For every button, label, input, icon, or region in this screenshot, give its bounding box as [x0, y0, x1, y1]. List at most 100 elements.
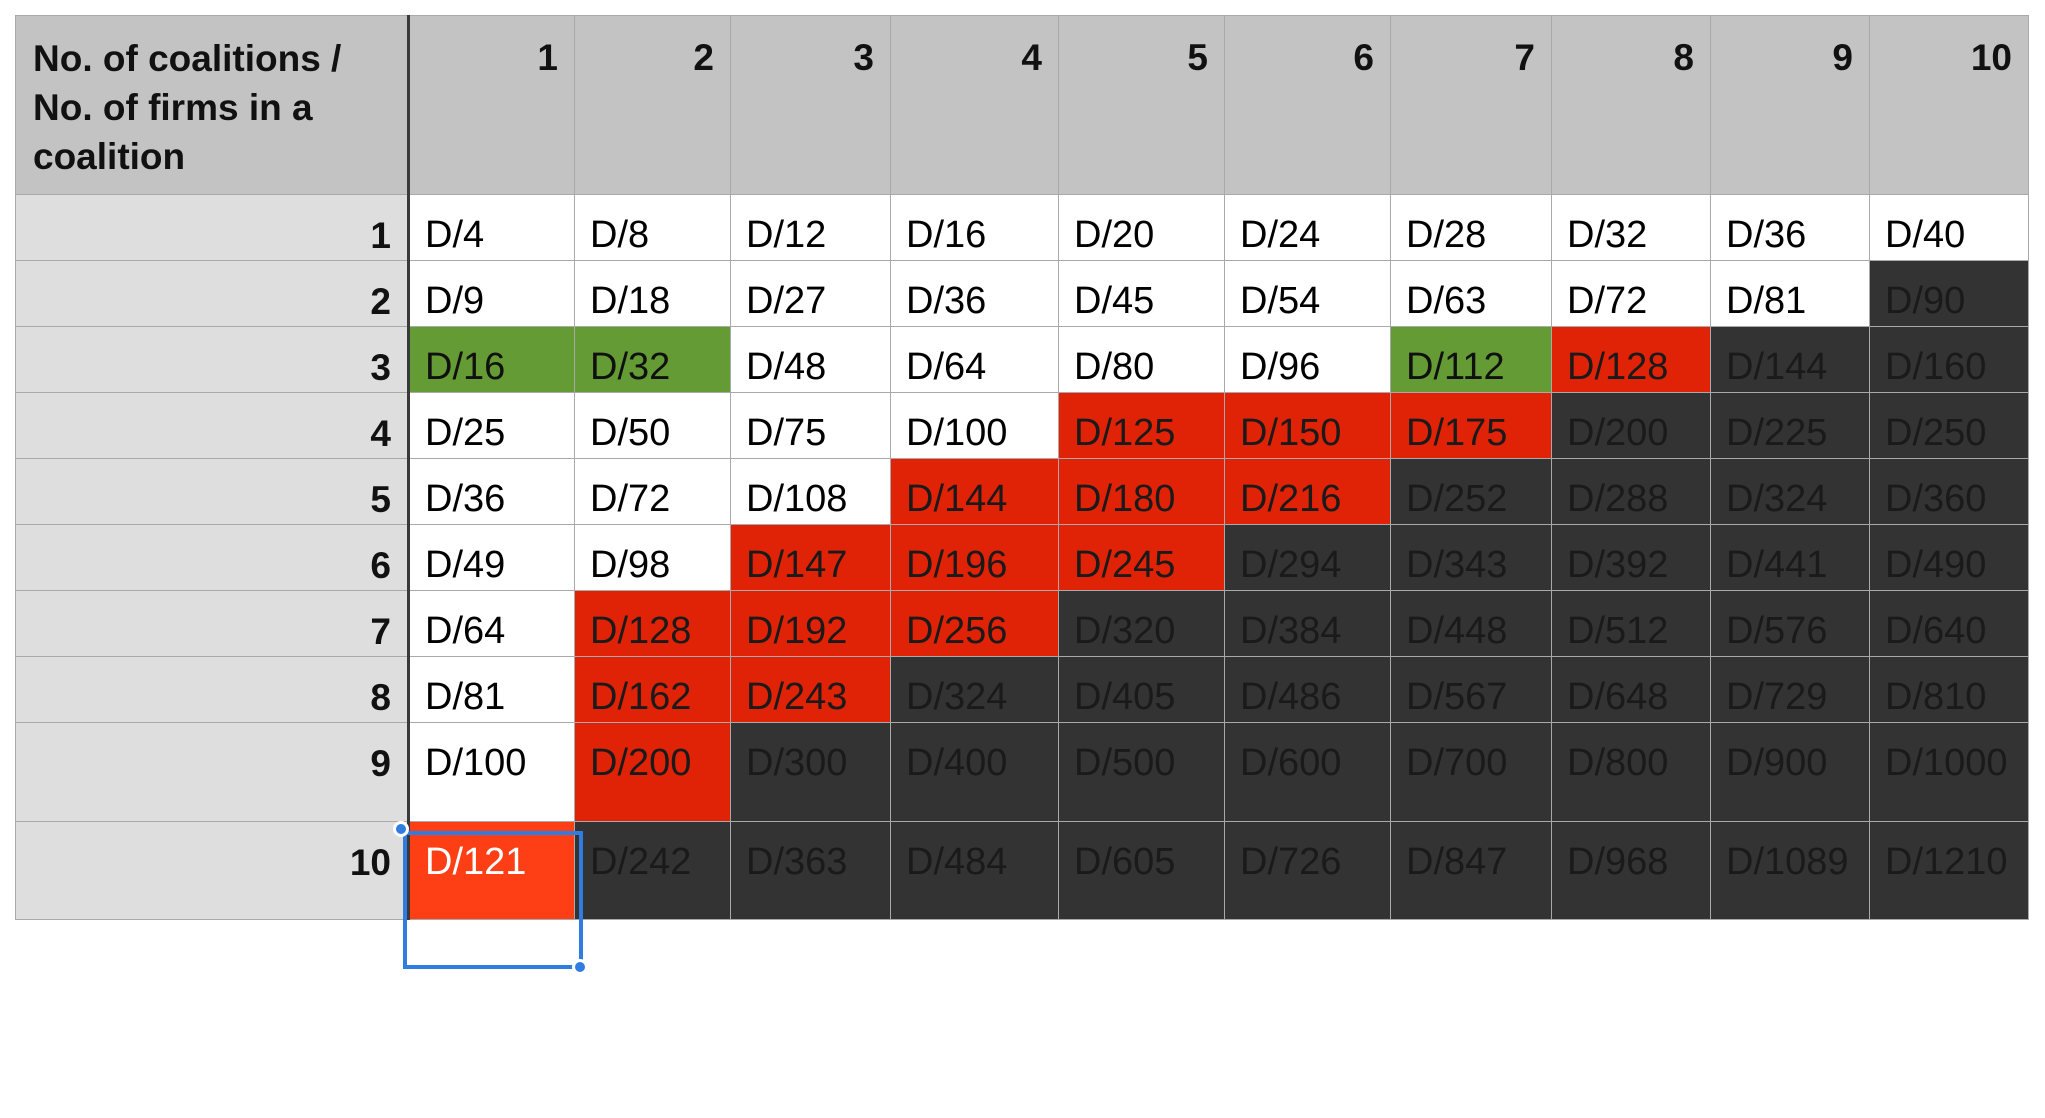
table-cell[interactable]: D/36 [408, 458, 575, 525]
table-cell[interactable]: D/27 [730, 260, 891, 327]
table-cell[interactable]: D/486 [1224, 656, 1391, 723]
table-cell[interactable]: D/250 [1869, 392, 2029, 459]
table-cell[interactable]: D/24 [1224, 194, 1391, 261]
table-cell[interactable]: D/648 [1551, 656, 1711, 723]
table-cell[interactable]: D/500 [1058, 722, 1225, 822]
row-header-1[interactable]: 1 [15, 194, 410, 261]
table-cell[interactable]: D/294 [1224, 524, 1391, 591]
table-cell[interactable]: D/700 [1390, 722, 1552, 822]
table-cell[interactable]: D/112 [1390, 326, 1552, 393]
column-header-5[interactable]: 5 [1058, 15, 1225, 195]
table-cell[interactable]: D/40 [1869, 194, 2029, 261]
table-cell[interactable]: D/810 [1869, 656, 2029, 723]
row-header-2[interactable]: 2 [15, 260, 410, 327]
table-cell[interactable]: D/605 [1058, 821, 1225, 920]
table-cell[interactable]: D/144 [1710, 326, 1870, 393]
row-header-8[interactable]: 8 [15, 656, 410, 723]
row-header-3[interactable]: 3 [15, 326, 410, 393]
table-cell[interactable]: D/320 [1058, 590, 1225, 657]
selection-handle-top-left[interactable] [393, 821, 409, 837]
table-cell[interactable]: D/200 [1551, 392, 1711, 459]
table-cell[interactable]: D/100 [408, 722, 575, 822]
table-cell[interactable]: D/252 [1390, 458, 1552, 525]
table-cell[interactable]: D/128 [574, 590, 731, 657]
table-cell[interactable]: D/8 [574, 194, 731, 261]
table-cell[interactable]: D/900 [1710, 722, 1870, 822]
table-cell[interactable]: D/162 [574, 656, 731, 723]
table-cell[interactable]: D/160 [1869, 326, 2029, 393]
table-cell[interactable]: D/16 [890, 194, 1059, 261]
table-cell[interactable]: D/640 [1869, 590, 2029, 657]
table-cell[interactable]: D/96 [1224, 326, 1391, 393]
table-cell[interactable]: D/200 [574, 722, 731, 822]
column-header-1[interactable]: 1 [408, 15, 575, 195]
table-cell[interactable]: D/448 [1390, 590, 1552, 657]
table-cell[interactable]: D/80 [1058, 326, 1225, 393]
table-cell[interactable]: D/243 [730, 656, 891, 723]
corner-header-cell[interactable]: No. of coalitions / No. of firms in a co… [15, 15, 410, 195]
table-cell[interactable]: D/48 [730, 326, 891, 393]
table-cell[interactable]: D/121 [408, 821, 575, 920]
table-cell[interactable]: D/225 [1710, 392, 1870, 459]
column-header-9[interactable]: 9 [1710, 15, 1870, 195]
table-cell[interactable]: D/729 [1710, 656, 1870, 723]
table-cell[interactable]: D/32 [1551, 194, 1711, 261]
table-cell[interactable]: D/360 [1869, 458, 2029, 525]
table-cell[interactable]: D/4 [408, 194, 575, 261]
table-cell[interactable]: D/175 [1390, 392, 1552, 459]
table-cell[interactable]: D/490 [1869, 524, 2029, 591]
table-cell[interactable]: D/9 [408, 260, 575, 327]
column-header-6[interactable]: 6 [1224, 15, 1391, 195]
table-cell[interactable]: D/726 [1224, 821, 1391, 920]
table-cell[interactable]: D/63 [1390, 260, 1552, 327]
table-cell[interactable]: D/150 [1224, 392, 1391, 459]
table-cell[interactable]: D/72 [574, 458, 731, 525]
table-cell[interactable]: D/576 [1710, 590, 1870, 657]
selection-handle-bottom-right[interactable] [572, 959, 588, 975]
column-header-8[interactable]: 8 [1551, 15, 1711, 195]
table-cell[interactable]: D/54 [1224, 260, 1391, 327]
table-cell[interactable]: D/324 [1710, 458, 1870, 525]
row-header-6[interactable]: 6 [15, 524, 410, 591]
table-cell[interactable]: D/98 [574, 524, 731, 591]
table-cell[interactable]: D/1089 [1710, 821, 1870, 920]
table-cell[interactable]: D/50 [574, 392, 731, 459]
row-header-9[interactable]: 9 [15, 722, 410, 822]
table-cell[interactable]: D/147 [730, 524, 891, 591]
table-cell[interactable]: D/36 [890, 260, 1059, 327]
table-cell[interactable]: D/81 [408, 656, 575, 723]
table-cell[interactable]: D/968 [1551, 821, 1711, 920]
column-header-3[interactable]: 3 [730, 15, 891, 195]
table-cell[interactable]: D/75 [730, 392, 891, 459]
table-cell[interactable]: D/384 [1224, 590, 1391, 657]
table-cell[interactable]: D/600 [1224, 722, 1391, 822]
table-cell[interactable]: D/1000 [1869, 722, 2029, 822]
table-cell[interactable]: D/392 [1551, 524, 1711, 591]
table-cell[interactable]: D/300 [730, 722, 891, 822]
table-cell[interactable]: D/847 [1390, 821, 1552, 920]
column-header-10[interactable]: 10 [1869, 15, 2029, 195]
table-cell[interactable]: D/180 [1058, 458, 1225, 525]
table-cell[interactable]: D/100 [890, 392, 1059, 459]
table-cell[interactable]: D/216 [1224, 458, 1391, 525]
table-cell[interactable]: D/128 [1551, 326, 1711, 393]
table-cell[interactable]: D/90 [1869, 260, 2029, 327]
row-header-7[interactable]: 7 [15, 590, 410, 657]
table-cell[interactable]: D/36 [1710, 194, 1870, 261]
table-cell[interactable]: D/49 [408, 524, 575, 591]
table-cell[interactable]: D/108 [730, 458, 891, 525]
table-cell[interactable]: D/12 [730, 194, 891, 261]
table-cell[interactable]: D/484 [890, 821, 1059, 920]
table-cell[interactable]: D/800 [1551, 722, 1711, 822]
table-cell[interactable]: D/245 [1058, 524, 1225, 591]
table-cell[interactable]: D/405 [1058, 656, 1225, 723]
table-cell[interactable]: D/256 [890, 590, 1059, 657]
table-cell[interactable]: D/28 [1390, 194, 1552, 261]
table-cell[interactable]: D/363 [730, 821, 891, 920]
row-header-4[interactable]: 4 [15, 392, 410, 459]
table-cell[interactable]: D/20 [1058, 194, 1225, 261]
table-cell[interactable]: D/45 [1058, 260, 1225, 327]
table-cell[interactable]: D/324 [890, 656, 1059, 723]
column-header-2[interactable]: 2 [574, 15, 731, 195]
row-header-5[interactable]: 5 [15, 458, 410, 525]
